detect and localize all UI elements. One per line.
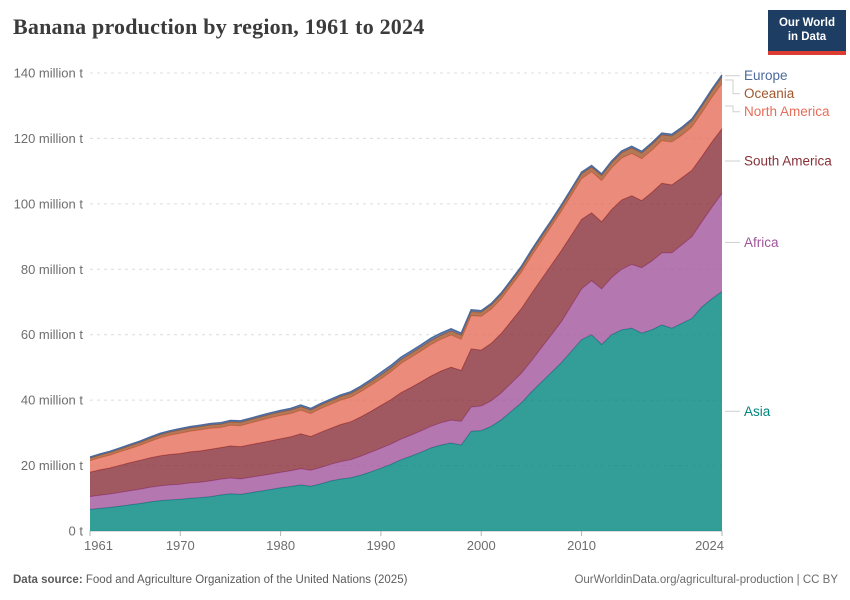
y-tick-label: 80 million t xyxy=(21,262,84,277)
y-tick-label: 60 million t xyxy=(21,327,84,342)
legend-label-oceania[interactable]: Oceania xyxy=(744,86,795,101)
chart-title: Banana production by region, 1961 to 202… xyxy=(13,14,425,39)
y-tick-label: 140 million t xyxy=(14,66,84,81)
y-tick-label: 20 million t xyxy=(21,458,84,473)
data-source-text: Food and Agriculture Organization of the… xyxy=(85,574,408,586)
data-source-note: Data source: Food and Agriculture Organi… xyxy=(13,574,407,586)
legend-label-europe[interactable]: Europe xyxy=(744,68,788,83)
area-africa xyxy=(90,193,722,510)
owid-logo-line1: Our World xyxy=(778,17,835,29)
area-south-america xyxy=(90,128,722,497)
y-tick-label: 0 t xyxy=(69,524,84,539)
x-tick-label: 2010 xyxy=(567,538,596,553)
x-tick-label: 2000 xyxy=(467,538,496,553)
owid-credit-link[interactable]: OurWorldinData.org/agricultural-producti… xyxy=(574,574,838,586)
owid-logo-line2: in Data xyxy=(787,31,827,43)
x-tick-label: 2024 xyxy=(695,538,724,553)
legend-connector-oceania xyxy=(725,79,740,95)
x-tick-label: 1980 xyxy=(266,538,295,553)
legend-label-asia[interactable]: Asia xyxy=(744,404,771,419)
area-asia xyxy=(90,291,722,531)
y-tick-label: 120 million t xyxy=(14,131,84,146)
data-source-label: Data source: xyxy=(13,574,83,586)
x-tick-label: 1990 xyxy=(366,538,395,553)
legend-label-africa[interactable]: Africa xyxy=(744,235,779,250)
area-europe-line xyxy=(89,74,723,458)
x-tick-label: 1961 xyxy=(84,538,113,553)
y-tick-label: 40 million t xyxy=(21,393,84,408)
chart-footer: Data source: Food and Agriculture Organi… xyxy=(13,574,838,586)
legend-label-north-america[interactable]: North America xyxy=(744,104,830,119)
x-tick-label: 1970 xyxy=(166,538,195,553)
owid-logo: Our World in Data xyxy=(768,10,846,55)
legend-label-south-america[interactable]: South America xyxy=(744,154,832,169)
legend-connector-north-america xyxy=(725,105,740,113)
y-tick-label: 100 million t xyxy=(14,196,84,211)
